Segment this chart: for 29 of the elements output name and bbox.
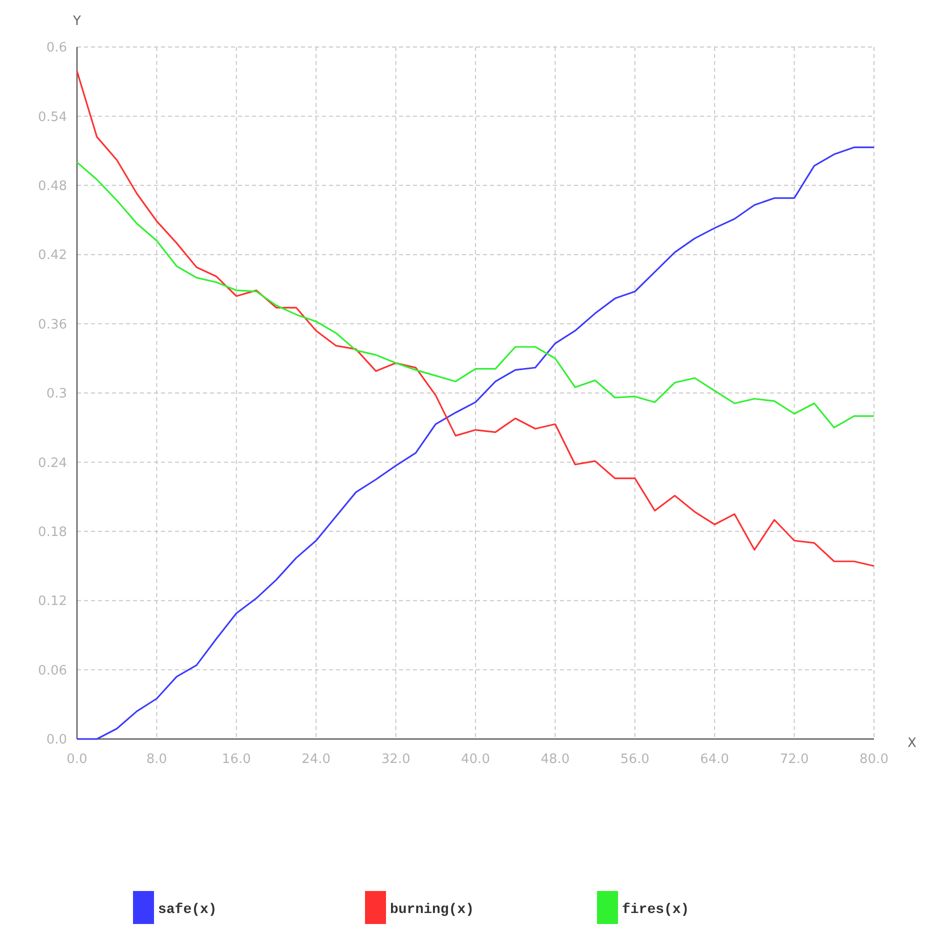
y-tick-label: 0.24 <box>38 456 67 471</box>
x-tick-label: 80.0 <box>860 752 888 767</box>
y-tick-label: 0.3 <box>46 386 67 402</box>
y-tick-label: 0.6 <box>46 40 67 56</box>
x-tick-label: 56.0 <box>620 752 650 767</box>
y-tick-label: 0.06 <box>38 663 67 678</box>
x-tick-label: 72.0 <box>780 752 809 767</box>
y-tick-label: 0.48 <box>38 178 67 194</box>
x-tick-label: 64.0 <box>700 752 730 767</box>
x-tick-label: 24.0 <box>302 752 331 767</box>
y-tick-label: 0.54 <box>38 110 67 125</box>
x-tick-label: 40.0 <box>461 752 490 767</box>
line-series <box>76 162 875 428</box>
legend-label: safe(x) <box>158 902 217 918</box>
y-tick-label: 0.18 <box>38 524 67 540</box>
legend-label: burning(x) <box>390 902 474 918</box>
y-tick-label: 0.0 <box>46 732 67 748</box>
y-tick-label: 0.12 <box>38 594 67 610</box>
x-tick-label: 0.0 <box>66 752 88 767</box>
legend-label: fires(x) <box>622 902 690 918</box>
y-tick-label: 0.42 <box>38 248 67 264</box>
line-series <box>76 70 875 567</box>
x-tick-label: 32.0 <box>381 752 410 767</box>
x-tick-label: 8.0 <box>146 752 168 767</box>
y-axis-title: Y <box>72 14 82 29</box>
x-axis-title: X <box>908 736 917 751</box>
x-tick-label: 48.0 <box>540 752 570 767</box>
x-tick-label: 16.0 <box>222 752 251 767</box>
y-tick-label: 0.36 <box>38 317 67 332</box>
